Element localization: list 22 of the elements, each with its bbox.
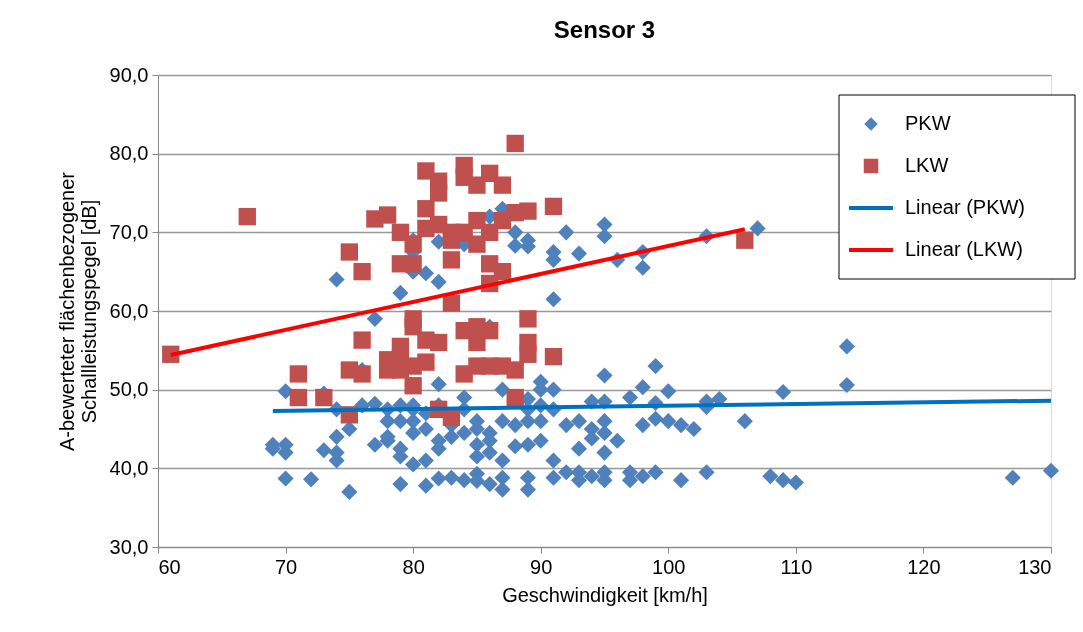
legend-label: Linear (LKW): [905, 238, 1023, 260]
y-tick-label: 30,0: [109, 535, 149, 558]
x-tick-label: 100: [652, 555, 686, 578]
legend-label: Linear (PKW): [905, 196, 1026, 218]
x-tick-label: 120: [907, 555, 941, 578]
y-tick-label: 70,0: [109, 220, 149, 243]
x-tick-label: 130: [1018, 555, 1052, 578]
y-tick-label: 50,0: [109, 378, 149, 401]
x-tick-label: 90: [530, 555, 553, 578]
legend-label: PKW: [905, 112, 951, 134]
y-tick-label: 90,0: [109, 63, 149, 86]
chart-title: Sensor 3: [553, 16, 656, 43]
x-tick-label: 80: [402, 555, 425, 578]
x-axis-title: Geschwindigkeit [km/h]: [502, 583, 708, 606]
y-tick-label: 40,0: [109, 456, 149, 479]
x-tick-label: 70: [274, 555, 298, 578]
x-tick-label: 60: [158, 555, 181, 578]
x-tick-label: 110: [780, 555, 813, 578]
y-tick-label: 60,0: [109, 299, 149, 322]
y-axis-title: A-bewerteter flächenbezogener Schallleistungspegel [dB]: [55, 171, 100, 452]
y-tick-label: 80,0: [109, 142, 149, 165]
legend-label: LKW: [905, 154, 949, 176]
